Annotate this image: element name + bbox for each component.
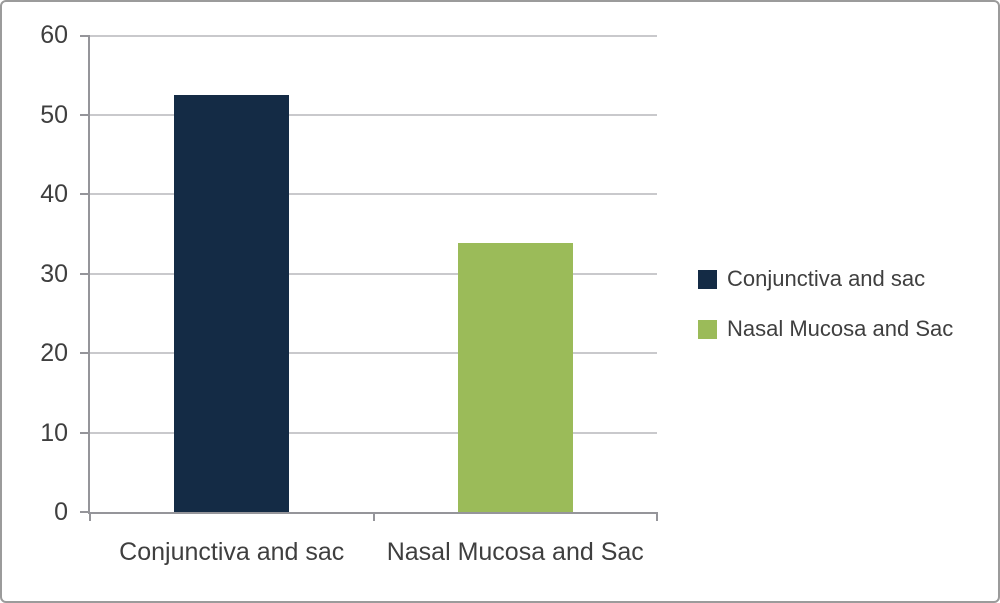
y-tick-30 <box>80 272 90 275</box>
y-axis-label-60: 60 <box>40 21 68 49</box>
y-tick-20 <box>80 352 90 354</box>
x-tick-2 <box>656 512 658 521</box>
y-axis-label-20: 20 <box>40 339 68 367</box>
y-axis-label-30: 30 <box>40 259 68 288</box>
gridline-40 <box>90 193 657 195</box>
y-axis-label-10: 10 <box>40 418 68 447</box>
y-tick-50 <box>80 113 90 116</box>
gridline-10 <box>90 431 657 434</box>
legend-swatch-icon <box>698 319 717 339</box>
y-tick-0 <box>80 511 90 513</box>
gridline-50 <box>90 113 657 116</box>
y-tick-40 <box>80 193 90 195</box>
y-tick-60 <box>80 35 90 37</box>
y-axis-label-0: 0 <box>54 498 68 526</box>
y-axis-label-50: 50 <box>40 100 68 129</box>
legend-item-conjunctiva-and-sac: Conjunctiva and sac <box>698 266 953 291</box>
x-axis-label-nasal-mucosa-and-sac: Nasal Mucosa and Sac <box>386 538 644 566</box>
legend-label: Nasal Mucosa and Sac <box>727 316 954 341</box>
legend: Conjunctiva and sac Nasal Mucosa and Sac <box>698 266 954 369</box>
y-axis-label-40: 40 <box>40 180 68 208</box>
x-axis-label-conjunctiva-and-sac: Conjunctiva and sac <box>119 538 345 566</box>
gridline-20 <box>90 352 657 354</box>
bar-nasal-mucosa-and-sac <box>457 243 573 512</box>
gridline-60 <box>90 35 657 37</box>
x-tick-1 <box>372 512 375 521</box>
bar-conjunctiva-and-sac <box>174 95 290 512</box>
legend-swatch-icon <box>698 269 717 289</box>
y-tick-10 <box>80 431 90 434</box>
legend-item-nasal-mucosa-and-sac: Nasal Mucosa and Sac <box>698 316 954 341</box>
plot-area <box>80 35 658 521</box>
x-tick-0 <box>89 512 91 521</box>
gridline-30 <box>90 272 657 275</box>
legend-label: Conjunctiva and sac <box>727 266 926 291</box>
